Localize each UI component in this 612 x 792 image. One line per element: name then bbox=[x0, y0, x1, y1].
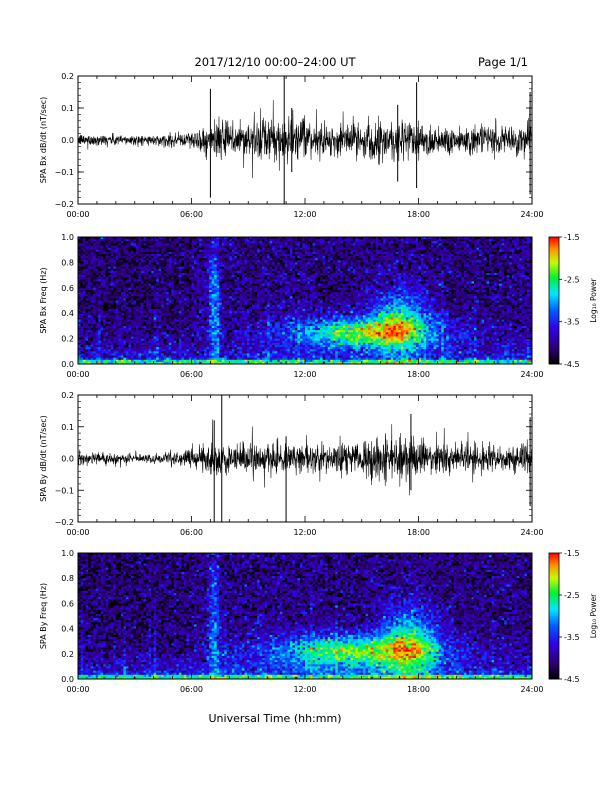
waveform-trace bbox=[78, 76, 532, 204]
y-tick-label: −0.2 bbox=[55, 200, 74, 209]
waveform-path bbox=[78, 100, 532, 178]
x-tick-label: 06:00 bbox=[180, 210, 203, 219]
spectrogram-cells bbox=[78, 237, 532, 364]
bx-timeseries-panel: 00:00 06:00 12:00 18:00 24:00 0.2 0.1 0.0 −0.1 −0… bbox=[39, 72, 544, 219]
page-indicator: Page 1/1 bbox=[478, 55, 528, 69]
x-tick-label: 00:00 bbox=[66, 210, 89, 219]
x-tick-label: 24:00 bbox=[520, 210, 543, 219]
y-tick-label: 0.1 bbox=[61, 104, 74, 113]
x-tick-label: 12:00 bbox=[293, 210, 316, 219]
y-tick-label: 0.2 bbox=[61, 72, 74, 81]
y-tick-label: 0.0 bbox=[61, 136, 74, 145]
figure-title: 2017/12/10 00:00–24:00 UT bbox=[194, 55, 356, 69]
y-tick-label: −0.1 bbox=[55, 168, 74, 177]
y-axis-label: SPA Bx dB/dt (nT/sec) bbox=[39, 97, 48, 184]
x-tick-label: 18:00 bbox=[407, 210, 430, 219]
